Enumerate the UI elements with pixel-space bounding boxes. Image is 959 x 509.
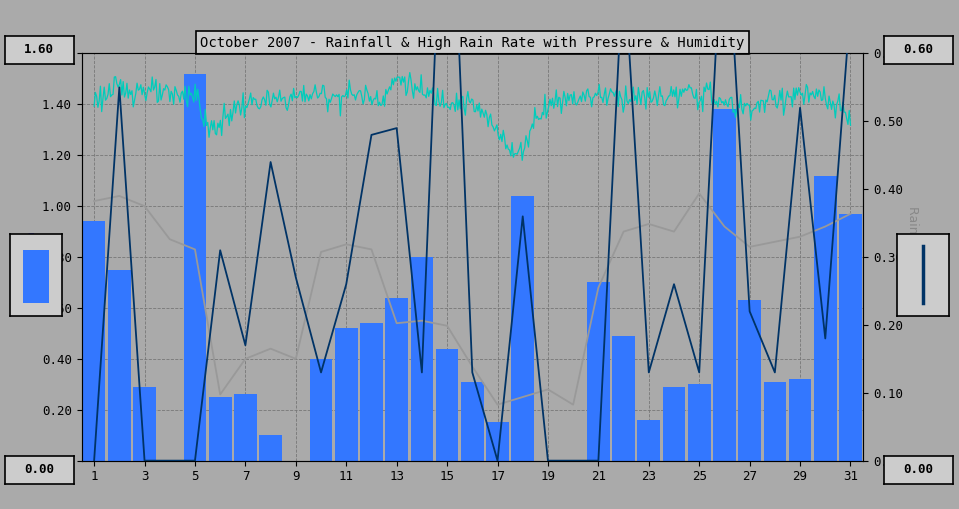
Text: 1.60: 1.60 (24, 43, 55, 56)
Bar (23, 250, 49, 303)
Bar (814, 176, 836, 461)
Y-axis label: Rain Rate - in/hr: Rain Rate - in/hr (907, 206, 920, 308)
Bar (461, 382, 483, 461)
Bar (310, 359, 333, 461)
Bar (82, 221, 105, 461)
Bar (108, 270, 130, 461)
Bar (763, 382, 786, 461)
Bar (612, 336, 635, 461)
Bar (788, 379, 811, 461)
Text: 0.00: 0.00 (24, 463, 55, 476)
Title: October 2007 - Rainfall & High Rain Rate with Pressure & Humidity: October 2007 - Rainfall & High Rain Rate… (200, 36, 744, 49)
Bar (713, 109, 736, 461)
Text: 0.60: 0.60 (903, 43, 934, 56)
Bar (839, 214, 862, 461)
Bar (688, 384, 711, 461)
Bar (638, 420, 660, 461)
Bar (183, 74, 206, 461)
Bar (738, 300, 761, 461)
Bar (587, 282, 610, 461)
Text: 0.00: 0.00 (903, 463, 934, 476)
Bar (209, 397, 231, 461)
Bar (335, 328, 358, 461)
Bar (410, 257, 433, 461)
Bar (386, 298, 408, 461)
Bar (435, 349, 458, 461)
Bar (361, 323, 383, 461)
Bar (234, 394, 257, 461)
Bar (486, 422, 509, 461)
Bar (259, 435, 282, 461)
Bar (663, 387, 686, 461)
Y-axis label: Rain - in: Rain - in (25, 231, 37, 283)
Bar (511, 196, 534, 461)
Bar (133, 387, 156, 461)
